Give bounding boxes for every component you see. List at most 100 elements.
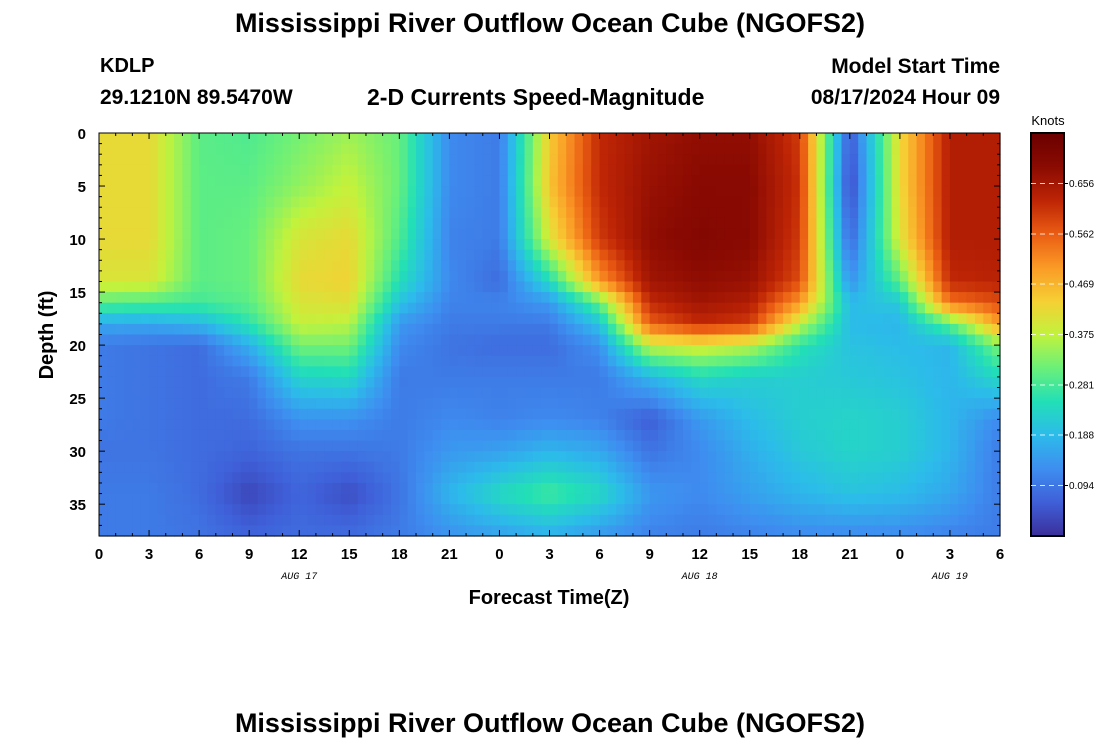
heatmap-cell (199, 440, 209, 452)
heatmap-cell (566, 398, 576, 410)
heatmap-cell (599, 133, 609, 145)
heatmap-cell (541, 281, 551, 293)
station-id: KDLP (100, 55, 155, 77)
heatmap-cell (866, 133, 876, 145)
heatmap-cell (332, 440, 342, 452)
heatmap-cell (532, 239, 542, 251)
heatmap-cell (249, 366, 259, 378)
heatmap-cell (791, 451, 801, 463)
heatmap-cell (224, 504, 234, 516)
heatmap-cell (240, 408, 250, 420)
heatmap-cell (641, 504, 651, 516)
heatmap-cell (457, 419, 467, 431)
heatmap-cell (616, 270, 626, 283)
heatmap-cell (783, 133, 793, 145)
heatmap-cell (891, 196, 901, 208)
heatmap-cell (124, 525, 133, 537)
heatmap-cell (457, 451, 467, 463)
heatmap-cell (516, 249, 526, 261)
heatmap-cell (766, 440, 776, 452)
heatmap-cell (774, 472, 784, 484)
heatmap-cell (991, 398, 1001, 410)
heatmap-cell (724, 323, 734, 336)
heatmap-cell (474, 440, 484, 452)
heatmap-cell (708, 164, 717, 177)
heatmap-cell (749, 133, 759, 145)
heatmap-cell (140, 196, 150, 208)
heatmap-cell (491, 461, 501, 473)
heatmap-cell (449, 387, 459, 399)
heatmap-cell (124, 175, 133, 187)
heatmap-cell (883, 270, 893, 283)
heatmap-cell (799, 133, 809, 145)
heatmap-cell (624, 154, 634, 166)
heatmap-cell (916, 345, 926, 357)
heatmap-cell (99, 196, 108, 208)
heatmap-cell (966, 408, 976, 420)
heatmap-cell (824, 398, 834, 410)
heatmap-cell (924, 270, 934, 283)
heatmap-cell (482, 472, 492, 484)
heatmap-cell (499, 472, 509, 484)
heatmap-cell (532, 482, 542, 495)
heatmap-cell (132, 419, 142, 431)
heatmap-cell (140, 207, 150, 219)
heatmap-cell (149, 281, 158, 293)
heatmap-cell (591, 451, 601, 463)
heatmap-cell (799, 323, 809, 336)
heatmap-cell (332, 186, 342, 198)
heatmap-cell (524, 249, 534, 261)
heatmap-cell (641, 482, 651, 495)
heatmap-cell (349, 398, 359, 410)
heatmap-cell (282, 482, 292, 495)
heatmap-cell (416, 292, 425, 304)
heatmap-cell (157, 376, 167, 389)
heatmap-cell (574, 239, 584, 251)
heatmap-cell (774, 461, 784, 473)
heatmap-cell (374, 239, 384, 251)
heatmap-cell (99, 334, 108, 346)
heatmap-cell (441, 239, 450, 251)
heatmap-cell (340, 429, 350, 442)
heatmap-cell (549, 207, 559, 219)
heatmap-cell (224, 334, 234, 346)
heatmap-cell (140, 345, 150, 357)
heatmap-cell (365, 440, 375, 452)
heatmap-cell (541, 345, 551, 357)
heatmap-cell (874, 366, 884, 378)
heatmap-cell (933, 366, 943, 378)
heatmap-cell (407, 186, 417, 198)
heatmap-cell (357, 249, 367, 261)
heatmap-cell (682, 451, 692, 463)
heatmap-cell (115, 154, 125, 166)
heatmap-cell (891, 228, 901, 240)
heatmap-cell (899, 514, 909, 526)
heatmap-cell (432, 514, 442, 526)
heatmap-cell (691, 239, 701, 251)
heatmap-cell (849, 429, 859, 442)
heatmap-cell (733, 175, 742, 187)
heatmap-cell (607, 281, 617, 293)
heatmap-cell (466, 376, 476, 389)
heatmap-cell (449, 133, 459, 145)
heatmap-cell (858, 260, 868, 272)
heatmap-cell (716, 525, 726, 537)
heatmap-cell (682, 525, 692, 537)
colorbar-tick-label: 0.562 (1069, 230, 1094, 241)
heatmap-cell (858, 133, 868, 145)
heatmap-cell (365, 514, 375, 526)
heatmap-cell (265, 461, 275, 473)
heatmap-cell (899, 154, 909, 166)
heatmap-cell (824, 514, 834, 526)
heatmap-cell (766, 186, 776, 198)
heatmap-cell (708, 270, 717, 283)
heatmap-cell (783, 260, 793, 272)
heatmap-cell (307, 398, 317, 410)
heatmap-cell (983, 461, 993, 473)
heatmap-cell (424, 154, 434, 166)
heatmap-cell (574, 429, 584, 442)
heatmap-cell (908, 408, 918, 420)
heatmap-cell (424, 143, 434, 155)
heatmap-cell (99, 292, 108, 304)
heatmap-cell (541, 133, 551, 145)
